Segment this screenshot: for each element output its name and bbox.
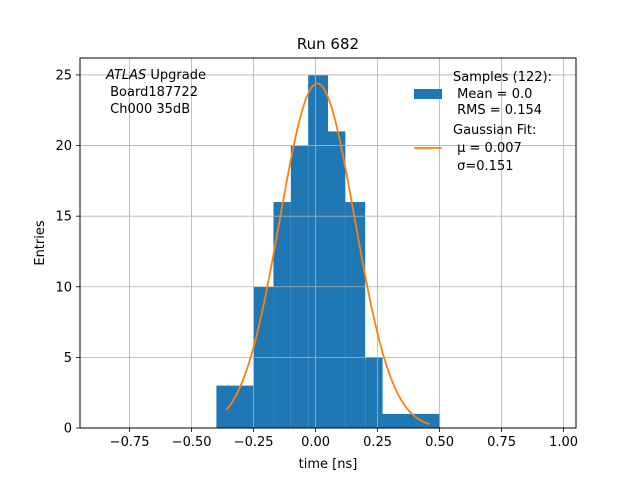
annotation-atlas: ATLAS <box>105 68 146 83</box>
annotation-line-3: Ch000 35dB <box>106 102 190 117</box>
gaussian-fit-curve <box>225 82 430 426</box>
y-axis-ticks: 0 5 10 15 20 25 <box>55 68 80 437</box>
legend-samples-mean: Mean = 0.0 <box>453 87 532 102</box>
y-tick-label: 5 <box>64 351 72 366</box>
histogram-bar-2 <box>273 202 291 428</box>
histogram-bar-5 <box>328 131 346 428</box>
chart-title: Run 682 <box>297 35 359 53</box>
x-tick-label: −0.50 <box>172 435 212 450</box>
legend-fit-sigma: σ=0.151 <box>453 159 513 174</box>
y-tick-label: 15 <box>55 210 72 225</box>
legend-fit-mu: μ = 0.007 <box>453 141 522 156</box>
y-axis-label: Entries <box>33 220 48 266</box>
annotation-line-2: Board187722 <box>106 85 198 100</box>
x-tick-label: 0.75 <box>487 435 516 450</box>
legend: Samples (122): Mean = 0.0 RMS = 0.154 Ga… <box>414 70 552 174</box>
legend-fit-title: Gaussian Fit: <box>453 123 536 138</box>
histogram-bar-0 <box>216 385 254 428</box>
x-tick-label: 1.00 <box>549 435 578 450</box>
histogram-bar-7 <box>365 357 383 428</box>
x-tick-label: 0.25 <box>363 435 392 450</box>
x-tick-label: 0.00 <box>301 435 330 450</box>
legend-samples-rms: RMS = 0.154 <box>453 103 542 118</box>
x-tick-label: −0.25 <box>234 435 274 450</box>
y-tick-label: 20 <box>55 139 72 154</box>
y-tick-label: 10 <box>55 280 72 295</box>
legend-hist-swatch <box>414 89 442 99</box>
x-tick-label: 0.50 <box>425 435 454 450</box>
y-tick-label: 0 <box>64 422 72 437</box>
histogram-bar-4 <box>308 74 328 428</box>
x-axis-label: time [ns] <box>299 457 358 472</box>
annotation-upgrade: Upgrade <box>146 68 206 83</box>
legend-samples-title: Samples (122): <box>453 70 552 85</box>
plot-frame <box>79 57 577 429</box>
annotation-line-1: ATLAS Upgrade <box>105 68 206 83</box>
x-tick-label: −0.75 <box>110 435 150 450</box>
grid-layer <box>80 58 576 429</box>
histogram-bar-6 <box>345 202 366 428</box>
histogram-bar-8 <box>382 413 440 428</box>
gaussian-fit-layer <box>225 82 430 426</box>
x-axis-ticks: −0.75 −0.50 −0.25 0.00 0.25 0.50 0.75 1.00 <box>110 428 578 450</box>
y-tick-label: 25 <box>55 68 72 83</box>
atlas-annotation: ATLAS Upgrade Board187722 Ch000 35dB <box>105 68 206 117</box>
